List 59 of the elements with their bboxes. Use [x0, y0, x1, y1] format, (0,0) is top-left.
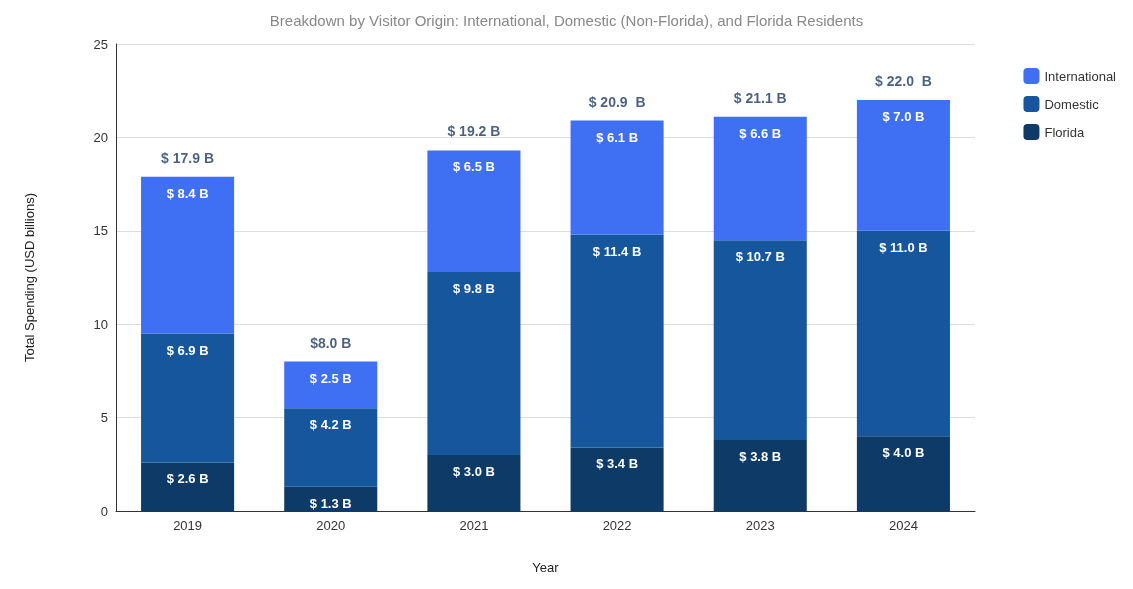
- bar: [284, 361, 378, 409]
- total-label: $ 19.2 B: [447, 123, 501, 140]
- y-tick-label: 20: [93, 129, 108, 145]
- data-label: $ 2.5 B: [309, 370, 352, 386]
- bar: [856, 436, 950, 511]
- x-tick-label: 2024: [888, 518, 918, 533]
- data-label: $ 8.4 B: [166, 185, 209, 201]
- bar: [570, 447, 664, 511]
- bar: [856, 100, 950, 231]
- y-axis-title: Total Spending (USD billions): [22, 192, 37, 363]
- bar: [570, 120, 664, 235]
- data-label: $ 1.3 B: [309, 495, 352, 511]
- bar: [427, 271, 521, 455]
- data-label: $ 4.0 B: [882, 445, 925, 461]
- y-tick-label: 0: [100, 503, 108, 519]
- bar: [284, 408, 378, 487]
- data-label: $ 11.0 B: [879, 239, 928, 255]
- legend-label: Florida: [1044, 124, 1085, 140]
- data-label: $ 3.8 B: [739, 449, 782, 465]
- data-label: $ 6.9 B: [166, 342, 209, 358]
- bar: [141, 333, 235, 463]
- x-axis-title: Year: [532, 560, 560, 575]
- data-label: $ 2.6 B: [166, 471, 209, 487]
- bar: [713, 440, 807, 511]
- data-label: $ 6.1 B: [596, 129, 639, 145]
- data-label: $ 10.7 B: [735, 249, 785, 265]
- chart-subtitle: Breakdown by Visitor Origin: International, Domestic (Non-Florida), and Florida Residents: [269, 12, 864, 29]
- x-tick-label: 2020: [316, 518, 346, 533]
- bar: [427, 454, 521, 511]
- data-label: $ 6.6 B: [739, 125, 782, 141]
- total-label: $ 20.9 B: [588, 93, 646, 110]
- bar: [570, 234, 664, 448]
- total-label: $ 21.1 B: [733, 89, 787, 106]
- data-label: $ 3.0 B: [452, 463, 495, 479]
- bar: [427, 150, 521, 272]
- data-label: $ 11.4 B: [592, 243, 642, 259]
- data-label: $ 3.4 B: [596, 456, 639, 472]
- total-label: $8.0 B: [310, 334, 352, 351]
- bar: [713, 116, 807, 241]
- y-tick-label: 15: [93, 223, 108, 239]
- legend-label: International: [1044, 68, 1117, 84]
- data-label: $ 4.2 B: [309, 417, 352, 433]
- x-tick-label: 2021: [459, 518, 489, 533]
- data-label: $ 9.8 B: [452, 280, 495, 296]
- bar: [141, 462, 235, 511]
- y-tick-label: 5: [100, 410, 108, 426]
- x-tick-label: 2022: [602, 518, 632, 533]
- total-label: $ 17.9 B: [161, 149, 215, 166]
- legend-label: Domestic: [1044, 96, 1100, 112]
- data-label: $ 6.5 B: [452, 159, 495, 175]
- y-tick-label: 25: [93, 36, 108, 52]
- bar: [713, 240, 807, 441]
- x-tick-label: 2019: [173, 518, 203, 533]
- y-tick-label: 10: [93, 316, 108, 332]
- total-label: $ 22.0 B: [875, 73, 932, 90]
- x-tick-label: 2023: [745, 518, 775, 533]
- bar: [141, 176, 235, 334]
- bar: [856, 230, 950, 437]
- data-label: $ 7.0 B: [882, 109, 925, 125]
